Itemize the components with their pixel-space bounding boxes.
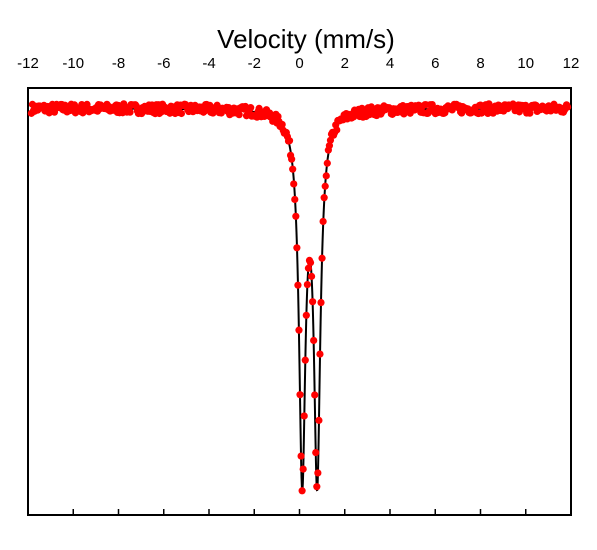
- data-point: [317, 298, 325, 307]
- x-tick-label: -12: [17, 55, 39, 72]
- data-point: [302, 311, 310, 319]
- data-point: [310, 336, 318, 345]
- fit-curve: [31, 107, 568, 492]
- data-point: [299, 465, 307, 473]
- data-points: [27, 100, 572, 495]
- x-axis-title: Velocity (mm/s): [217, 24, 395, 54]
- data-point: [289, 165, 297, 173]
- data-point: [316, 350, 324, 358]
- data-point: [290, 180, 298, 188]
- data-point: [291, 195, 299, 204]
- bottom-axis-ticks: [27, 509, 572, 515]
- data-point: [333, 126, 341, 134]
- data-point: [294, 281, 302, 289]
- data-point: [323, 159, 331, 167]
- data-point: [242, 112, 251, 120]
- x-tick-label: -8: [112, 55, 125, 72]
- x-tick-label: -6: [157, 55, 170, 72]
- data-point: [313, 483, 321, 491]
- data-point: [304, 264, 313, 272]
- x-tick-label: 10: [517, 55, 534, 72]
- data-point: [303, 280, 311, 289]
- x-tick-label: 8: [476, 55, 484, 72]
- data-point: [321, 182, 329, 190]
- x-tick-label: 12: [563, 55, 580, 72]
- data-point: [292, 212, 300, 220]
- x-axis-ticks: -12 -10 -8 -6 -4 -2 0 2 4 6 8 10 12: [17, 55, 579, 72]
- data-point: [293, 244, 301, 252]
- data-point: [177, 109, 186, 118]
- data-point: [285, 137, 294, 145]
- data-point: [288, 155, 296, 163]
- x-tick-label: -4: [202, 55, 215, 72]
- data-point: [322, 172, 330, 180]
- data-point: [298, 487, 306, 495]
- data-point: [318, 254, 326, 262]
- data-point: [320, 194, 328, 202]
- x-tick-label: 6: [431, 55, 439, 72]
- x-tick-label: 4: [386, 55, 394, 72]
- data-point: [312, 448, 320, 457]
- data-point: [247, 104, 255, 112]
- data-point: [296, 391, 304, 399]
- data-point: [314, 469, 322, 477]
- data-point: [564, 103, 572, 111]
- data-point: [311, 391, 319, 399]
- x-tick-label: 2: [341, 55, 349, 72]
- data-point: [306, 258, 315, 267]
- data-point: [300, 412, 308, 420]
- x-tick-label: -10: [62, 55, 84, 72]
- data-point: [526, 109, 534, 117]
- data-point: [235, 111, 243, 119]
- data-point: [278, 120, 286, 129]
- x-tick-label: -2: [248, 55, 261, 72]
- data-point: [301, 356, 309, 364]
- data-point: [297, 452, 305, 460]
- x-tick-label: 0: [295, 55, 303, 72]
- data-point: [326, 136, 335, 144]
- data-point: [319, 217, 327, 226]
- data-point: [307, 272, 316, 280]
- data-point: [295, 326, 303, 334]
- data-point: [126, 108, 134, 116]
- data-point: [315, 416, 323, 424]
- data-point: [309, 298, 317, 306]
- plot-area-frame: [27, 87, 572, 516]
- data-point: [428, 100, 436, 109]
